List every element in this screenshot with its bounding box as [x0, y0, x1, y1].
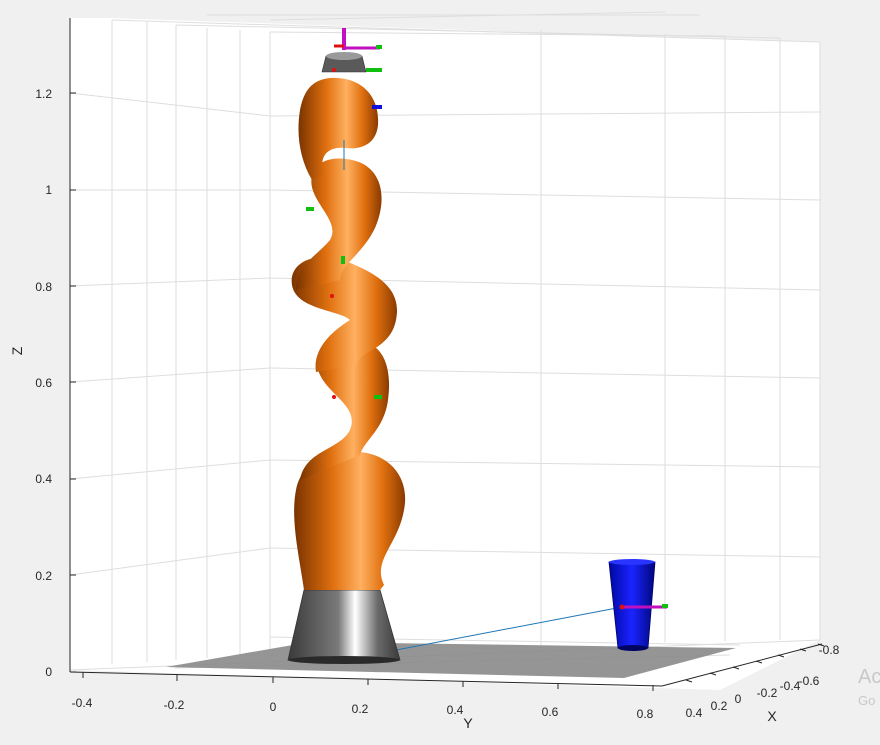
- z-axis-label: Z: [9, 346, 25, 355]
- x-tick: -0.6: [799, 674, 820, 688]
- robot-arm[interactable]: [287, 28, 406, 664]
- y-tick-labels: -0.4 -0.2 0 0.2 0.4 0.6 0.8: [72, 672, 654, 721]
- y-tick: 0.2: [352, 702, 369, 716]
- robot-link-5: [298, 77, 379, 180]
- z-tick: 0: [45, 665, 52, 679]
- y-tick: 0.8: [637, 707, 654, 721]
- y-tick: -0.2: [164, 698, 185, 712]
- z-tick: 0.8: [35, 280, 52, 294]
- trajectory-line: [369, 606, 623, 656]
- x-tick: 0.4: [686, 706, 703, 720]
- robot-base: [287, 589, 401, 661]
- axes-box: [70, 18, 820, 690]
- x-axis-label: X: [767, 708, 777, 724]
- watermark-line1: Ac: [858, 666, 880, 688]
- z-tick: 0.4: [35, 472, 52, 486]
- z-tick: 1.2: [35, 87, 52, 101]
- z-tick: 0.2: [35, 569, 52, 583]
- robot-link-1: [294, 451, 406, 590]
- axis-lines: [69, 18, 823, 687]
- robot-link-3: [291, 256, 397, 372]
- x-tick: -0.2: [757, 686, 778, 700]
- robot-link-2: [300, 340, 390, 480]
- x-tick-labels: 0.4 0.2 0 -0.2 -0.4 -0.6 -0.8: [686, 643, 840, 720]
- x-tick: 0.2: [711, 699, 728, 713]
- y-tick: 0: [270, 700, 277, 714]
- z-tick: 1: [45, 183, 52, 197]
- z-tick-labels: 0 0.2 0.4 0.6 0.8 1 1.2: [35, 87, 76, 679]
- x-tick: -0.8: [819, 643, 840, 657]
- y-tick: -0.4: [72, 696, 93, 710]
- x-tick: 0: [735, 692, 742, 706]
- target-cup[interactable]: [608, 559, 668, 651]
- x-tick: -0.4: [780, 679, 801, 693]
- y-tick: 0.6: [542, 705, 559, 719]
- y-axis-label: Y: [463, 715, 473, 731]
- watermark-line2: Go: [858, 693, 875, 708]
- y-tick: 0.4: [447, 703, 464, 717]
- z-tick: 0.6: [35, 376, 52, 390]
- robot-link-4: [296, 158, 382, 290]
